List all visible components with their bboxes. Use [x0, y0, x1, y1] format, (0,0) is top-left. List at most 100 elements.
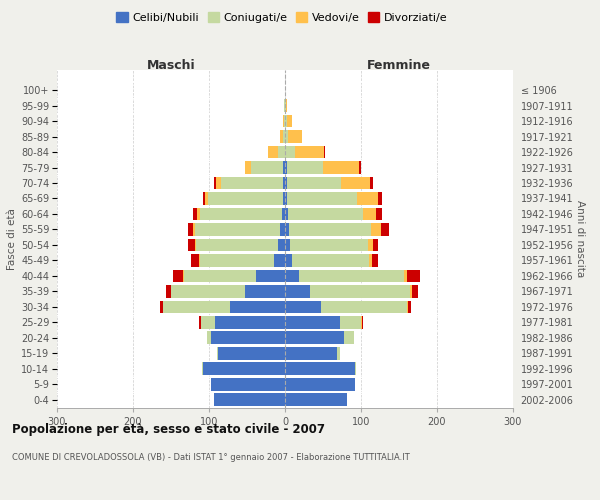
Bar [200, 254, 274, 267]
Bar [278, 238, 285, 252]
Bar [171, 285, 245, 298]
Bar [285, 254, 292, 267]
Bar [205, 192, 208, 205]
Text: Femmine: Femmine [367, 60, 431, 72]
Bar [381, 223, 389, 236]
Bar [285, 100, 286, 112]
Bar [283, 114, 284, 128]
Bar [173, 270, 183, 282]
Bar [285, 176, 287, 190]
Bar [214, 176, 216, 190]
Bar [287, 161, 323, 174]
Bar [215, 316, 285, 328]
Bar [376, 208, 382, 220]
Legend: Celibi/Nubili, Coniugati/e, Vedovi/e, Divorziati/e: Celibi/Nubili, Coniugati/e, Vedovi/e, Di… [112, 8, 452, 28]
Text: Maschi: Maschi [146, 60, 196, 72]
Bar [278, 146, 285, 158]
Bar [285, 300, 322, 313]
Bar [184, 270, 256, 282]
Bar [285, 192, 287, 205]
Bar [368, 238, 373, 252]
Bar [373, 238, 379, 252]
Bar [357, 192, 379, 205]
Bar [193, 208, 197, 220]
Bar [251, 161, 283, 174]
Bar [310, 285, 410, 298]
Bar [280, 130, 283, 143]
Bar [285, 270, 299, 282]
Bar [373, 254, 379, 267]
Bar [295, 146, 324, 158]
Bar [285, 114, 287, 128]
Bar [287, 114, 292, 128]
Bar [404, 270, 407, 282]
Bar [274, 254, 285, 267]
Bar [299, 270, 404, 282]
Bar [341, 176, 370, 190]
Bar [322, 300, 407, 313]
Bar [217, 347, 218, 360]
Bar [324, 146, 325, 158]
Bar [221, 176, 283, 190]
Bar [285, 208, 288, 220]
Text: Popolazione per età, sesso e stato civile - 2007: Popolazione per età, sesso e stato civil… [12, 422, 325, 436]
Bar [280, 223, 285, 236]
Bar [203, 192, 205, 205]
Bar [160, 300, 163, 313]
Bar [230, 300, 285, 313]
Bar [163, 300, 230, 313]
Bar [359, 161, 361, 174]
Bar [407, 300, 408, 313]
Bar [183, 270, 184, 282]
Bar [292, 254, 370, 267]
Bar [166, 285, 171, 298]
Bar [245, 285, 285, 298]
Bar [268, 146, 278, 158]
Bar [200, 316, 202, 328]
Bar [218, 347, 285, 360]
Bar [355, 362, 356, 375]
Bar [285, 316, 340, 328]
Bar [283, 192, 285, 205]
Bar [285, 130, 288, 143]
Bar [285, 146, 295, 158]
Bar [285, 394, 347, 406]
Bar [214, 394, 285, 406]
Bar [361, 316, 362, 328]
Bar [285, 362, 355, 375]
Bar [408, 300, 411, 313]
Bar [202, 316, 215, 328]
Bar [200, 208, 282, 220]
Bar [287, 192, 357, 205]
Bar [202, 362, 203, 375]
Bar [194, 238, 196, 252]
Bar [285, 378, 355, 390]
Bar [191, 254, 199, 267]
Bar [199, 316, 200, 328]
Bar [193, 223, 194, 236]
Bar [379, 192, 382, 205]
Bar [362, 208, 376, 220]
Bar [285, 161, 287, 174]
Bar [211, 378, 285, 390]
Bar [283, 130, 285, 143]
Bar [285, 347, 337, 360]
Bar [286, 100, 287, 112]
Bar [288, 208, 362, 220]
Bar [410, 285, 412, 298]
Bar [290, 238, 368, 252]
Bar [287, 176, 341, 190]
Bar [208, 192, 283, 205]
Bar [370, 254, 373, 267]
Bar [197, 208, 200, 220]
Bar [344, 332, 354, 344]
Bar [194, 223, 280, 236]
Bar [412, 285, 418, 298]
Bar [285, 285, 310, 298]
Text: COMUNE DI CREVOLADOSSOLA (VB) - Dati ISTAT 1° gennaio 2007 - Elaborazione TUTTIT: COMUNE DI CREVOLADOSSOLA (VB) - Dati IST… [12, 452, 410, 462]
Bar [203, 362, 285, 375]
Bar [285, 238, 290, 252]
Bar [288, 130, 302, 143]
Bar [283, 161, 285, 174]
Bar [371, 223, 381, 236]
